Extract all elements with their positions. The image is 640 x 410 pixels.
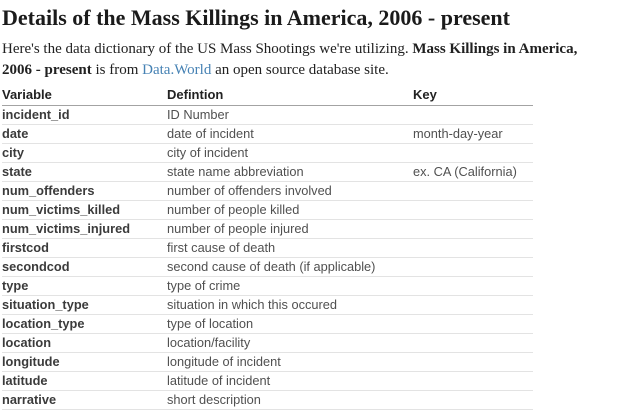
table-row: location_type type of location <box>2 314 533 334</box>
cell-variable: longitude <box>2 352 167 372</box>
table-row: longitude longitude of incident <box>2 352 533 372</box>
cell-key <box>413 352 533 372</box>
cell-key: ex. CA (California) <box>413 162 533 182</box>
table-row: date date of incident month-day-year <box>2 124 533 144</box>
cell-key <box>413 257 533 277</box>
table-row: num_victims_injured number of people inju… <box>2 219 533 239</box>
cell-variable: city <box>2 143 167 163</box>
cell-variable: num_victims_killed <box>2 200 167 220</box>
cell-definition: location/facility <box>167 333 413 353</box>
cell-key <box>413 143 533 163</box>
data-dictionary-table: Variable Defintion Key incident_id ID Num… <box>2 86 533 410</box>
intro-paragraph: Here's the data dictionary of the US Mas… <box>2 39 582 81</box>
cell-definition: second cause of death (if applicable) <box>167 257 413 277</box>
cell-key <box>413 390 533 410</box>
table-header-row: Variable Defintion Key <box>2 86 533 106</box>
cell-variable: type <box>2 276 167 296</box>
cell-definition: type of location <box>167 314 413 334</box>
cell-definition: number of people injured <box>167 219 413 239</box>
table-row: latitude latitude of incident <box>2 371 533 391</box>
cell-key <box>413 295 533 315</box>
table-row: firstcod first cause of death <box>2 238 533 258</box>
intro-text-before: Here's the data dictionary of the US Mas… <box>2 41 413 57</box>
cell-definition: short description <box>167 390 413 410</box>
cell-key <box>413 181 533 201</box>
cell-definition: date of incident <box>167 124 413 144</box>
cell-key <box>413 371 533 391</box>
cell-definition: longitude of incident <box>167 352 413 372</box>
cell-definition: type of crime <box>167 276 413 296</box>
table-row: location location/facility <box>2 333 533 353</box>
table-row: incident_id ID Number <box>2 105 533 125</box>
table-row: num_offenders number of offenders involve… <box>2 181 533 201</box>
cell-definition: ID Number <box>167 105 413 125</box>
column-header-defintion: Defintion <box>167 86 413 106</box>
cell-variable: firstcod <box>2 238 167 258</box>
cell-key <box>413 314 533 334</box>
table-row: num_victims_killed number of people kille… <box>2 200 533 220</box>
cell-variable: latitude <box>2 371 167 391</box>
dataset-title-bold: Mass Killings in America, 2006 - present <box>2 41 578 78</box>
cell-key <box>413 200 533 220</box>
cell-key <box>413 238 533 258</box>
column-header-variable: Variable <box>2 86 167 106</box>
cell-definition: state name abbreviation <box>167 162 413 182</box>
cell-definition: number of offenders involved <box>167 181 413 201</box>
cell-definition: latitude of incident <box>167 371 413 391</box>
table-body: incident_id ID Number date date of incident… <box>2 105 533 410</box>
cell-variable: situation_type <box>2 295 167 315</box>
cell-variable: date <box>2 124 167 144</box>
cell-variable: narrative <box>2 390 167 410</box>
intro-text-after: an open source database site. <box>211 62 389 78</box>
table-row: city city of incident <box>2 143 533 163</box>
column-header-key: Key <box>413 86 533 106</box>
cell-variable: location <box>2 333 167 353</box>
cell-definition: first cause of death <box>167 238 413 258</box>
cell-key <box>413 219 533 239</box>
cell-key <box>413 105 533 125</box>
page-title: Details of the Mass Killings in America,… <box>2 5 510 30</box>
cell-key <box>413 333 533 353</box>
cell-variable: secondcod <box>2 257 167 277</box>
cell-key <box>413 276 533 296</box>
table-header: Variable Defintion Key <box>2 86 533 106</box>
table-row: type type of crime <box>2 276 533 296</box>
data-world-link[interactable]: Data.World <box>142 62 212 78</box>
table-row: narrative short description <box>2 390 533 410</box>
table-row: secondcod second cause of death (if appli… <box>2 257 533 277</box>
cell-variable: incident_id <box>2 105 167 125</box>
intro-text-middle: is from <box>91 62 143 78</box>
cell-definition: number of people killed <box>167 200 413 220</box>
cell-variable: num_victims_injured <box>2 219 167 239</box>
cell-variable: location_type <box>2 314 167 334</box>
cell-variable: state <box>2 162 167 182</box>
cell-definition: situation in which this occured <box>167 295 413 315</box>
cell-definition: city of incident <box>167 143 413 163</box>
table-row: state state name abbreviation ex. CA (Cali… <box>2 162 533 182</box>
page: { "page": { "title": "Details of the Mas… <box>2 5 582 410</box>
cell-key: month-day-year <box>413 124 533 144</box>
table-row: situation_type situation in which this oc… <box>2 295 533 315</box>
cell-variable: num_offenders <box>2 181 167 201</box>
